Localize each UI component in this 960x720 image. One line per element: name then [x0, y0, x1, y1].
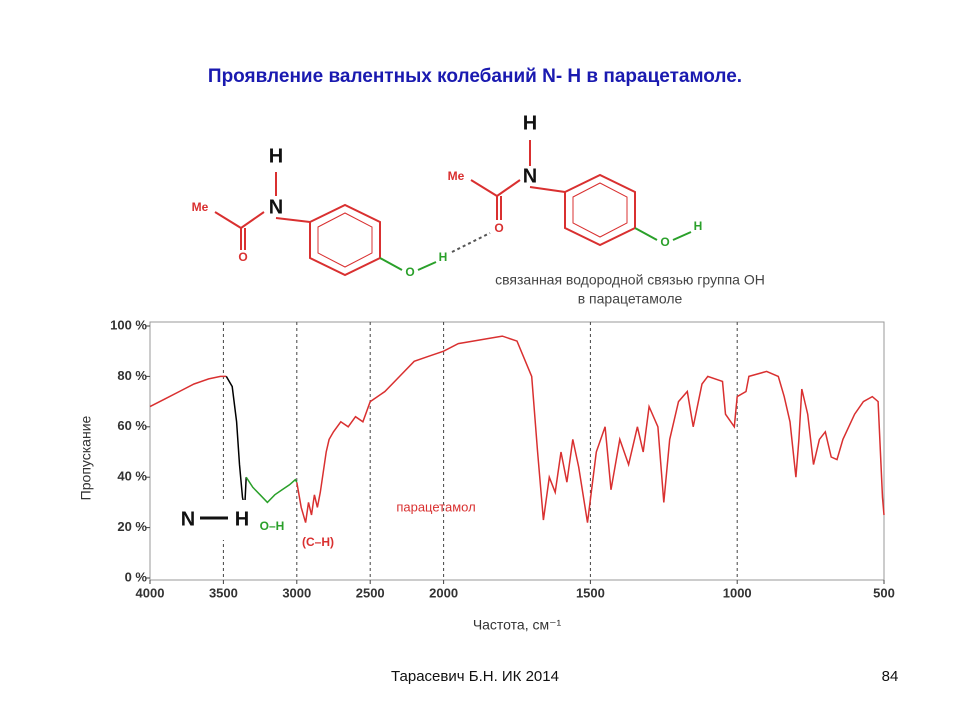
caption: в парацетамоле: [578, 291, 683, 307]
annotation: N: [181, 508, 195, 530]
atom: H: [439, 250, 448, 264]
x-tick-label: 2500: [356, 585, 385, 600]
annotation: H: [235, 508, 249, 530]
label-bg: [168, 500, 263, 540]
ring: [309, 203, 381, 277]
atom: H: [694, 219, 703, 233]
atom: O: [494, 221, 503, 235]
hydrogen-bond: [451, 232, 491, 253]
atom: Me: [192, 200, 209, 214]
x-axis-label: Частота, см⁻¹: [473, 617, 562, 633]
oh-bond: [379, 257, 437, 271]
atom: H: [523, 112, 537, 134]
atom: O: [405, 265, 414, 279]
x-tick-label: 3500: [209, 585, 238, 600]
ring-inner: [317, 212, 373, 268]
molecule-diagram: [214, 140, 692, 277]
y-tick-label: 80 %: [117, 368, 147, 383]
y-tick-label: 100 %: [110, 317, 147, 332]
atom: Me: [448, 169, 465, 183]
y-tick-label: 60 %: [117, 418, 147, 433]
page-number: 84: [882, 668, 899, 685]
atom: O: [660, 235, 669, 249]
x-tick-label: 500: [873, 585, 895, 600]
chart: 4000 3500 3000 2500 2000 1500 1000 500 0 % 20 % 40…: [110, 317, 895, 600]
bonds: [214, 172, 311, 250]
y-tick-label: 20 %: [117, 519, 147, 534]
x-tick-label: 4000: [136, 585, 165, 600]
x-tick-label: 2000: [429, 585, 458, 600]
atom: H: [269, 145, 283, 167]
annotation: O–H: [260, 519, 285, 533]
ring2-inner: [572, 182, 628, 238]
plot-frame: [149, 321, 885, 581]
x-tick-label: 1500: [576, 585, 605, 600]
caption: связанная водородной связью группа ОН: [495, 272, 765, 288]
oh-bond2: [634, 227, 692, 241]
ring2: [564, 173, 636, 247]
atom: N: [523, 165, 537, 187]
annotation: парацетамол: [396, 499, 475, 514]
spectrum-line: [245, 476, 298, 504]
y-tick-label: 0 %: [125, 569, 148, 584]
atom: O: [238, 250, 247, 264]
footer-author: Тарасевич Б.Н. ИК 2014: [391, 668, 559, 685]
spectrum-line: [296, 335, 885, 523]
x-tick-label: 1000: [723, 585, 752, 600]
bonds2: [470, 140, 566, 220]
x-tick-label: 3000: [282, 585, 311, 600]
y-tick-label: 40 %: [117, 469, 147, 484]
slide-title: Проявление валентных колебаний N- H в па…: [208, 66, 742, 87]
spectrum-line: [225, 376, 247, 508]
annotation: (C–H): [302, 535, 334, 549]
atom: N: [269, 196, 283, 218]
spectrum-line: [149, 375, 227, 408]
y-axis-label: Пропускание: [78, 415, 94, 500]
